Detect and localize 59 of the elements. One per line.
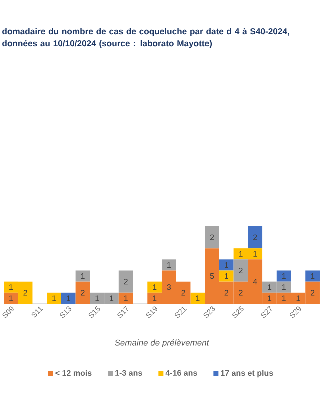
bar <box>76 282 90 304</box>
data-label: 2 <box>254 234 258 240</box>
data-label: 1 <box>67 296 70 302</box>
data-label: 1 <box>52 296 56 302</box>
legend-label: 1-3 ans <box>116 370 142 376</box>
data-label: 2 <box>182 290 186 296</box>
data-label: 1 <box>225 274 228 280</box>
data-label: 1 <box>124 296 128 302</box>
chart-title: domadaire du nombre de cas de coqueluche par date d 4 à S40-2024, données au 10/10/2024 (source : laborato Mayotte) <box>2 28 290 48</box>
data-label: 2 <box>81 290 85 296</box>
data-label: 1 <box>254 251 258 257</box>
bar <box>205 226 220 249</box>
data-label: 4 <box>253 279 258 285</box>
data-label: 1 <box>282 274 286 280</box>
bar <box>76 270 90 282</box>
data-label: 1 <box>168 262 172 268</box>
data-label: 2 <box>239 290 243 296</box>
data-label: 1 <box>282 284 286 290</box>
bar <box>118 292 134 304</box>
bar <box>190 292 206 304</box>
data-label: 1 <box>110 296 114 302</box>
legend-label: 17 ans et plus <box>221 370 274 378</box>
data-label: 1 <box>239 251 243 257</box>
data-label: 1 <box>296 296 300 302</box>
data-label: 2 <box>210 234 214 240</box>
bar <box>4 292 18 304</box>
data-label: 1 <box>311 274 315 280</box>
bar <box>219 260 234 271</box>
data-label: 2 <box>239 268 243 274</box>
data-label: 2 <box>310 290 315 296</box>
bar <box>219 270 234 282</box>
bar <box>248 226 263 249</box>
data-label: 5 <box>210 273 214 280</box>
bar <box>148 282 162 293</box>
data-label: 1 <box>196 296 200 302</box>
legend-label: < 12 mois <box>56 370 92 376</box>
data-label: 2 <box>224 290 228 296</box>
x-axis-title: Semaine de prélèvement <box>114 340 210 348</box>
bar <box>118 270 134 293</box>
data-label: 1 <box>10 284 14 290</box>
bar <box>61 292 76 304</box>
data-label: 2 <box>124 279 128 285</box>
bar <box>162 260 176 271</box>
data-label: 1 <box>268 284 272 290</box>
data-label: 1 <box>268 296 272 302</box>
legend-label: 4-16 ans <box>166 370 198 376</box>
bar <box>306 270 320 282</box>
bar <box>47 292 62 304</box>
data-label: 1 <box>96 296 100 302</box>
data-label: 1 <box>282 296 286 302</box>
data-label: 1 <box>225 262 228 268</box>
data-label: 3 <box>167 284 172 290</box>
data-label: 1 <box>10 296 14 302</box>
data-label: 2 <box>24 290 28 296</box>
data-label: 1 <box>153 296 157 302</box>
bar <box>234 260 248 282</box>
data-label: 1 <box>153 284 157 290</box>
bar <box>276 270 292 282</box>
data-label: 1 <box>81 274 85 280</box>
